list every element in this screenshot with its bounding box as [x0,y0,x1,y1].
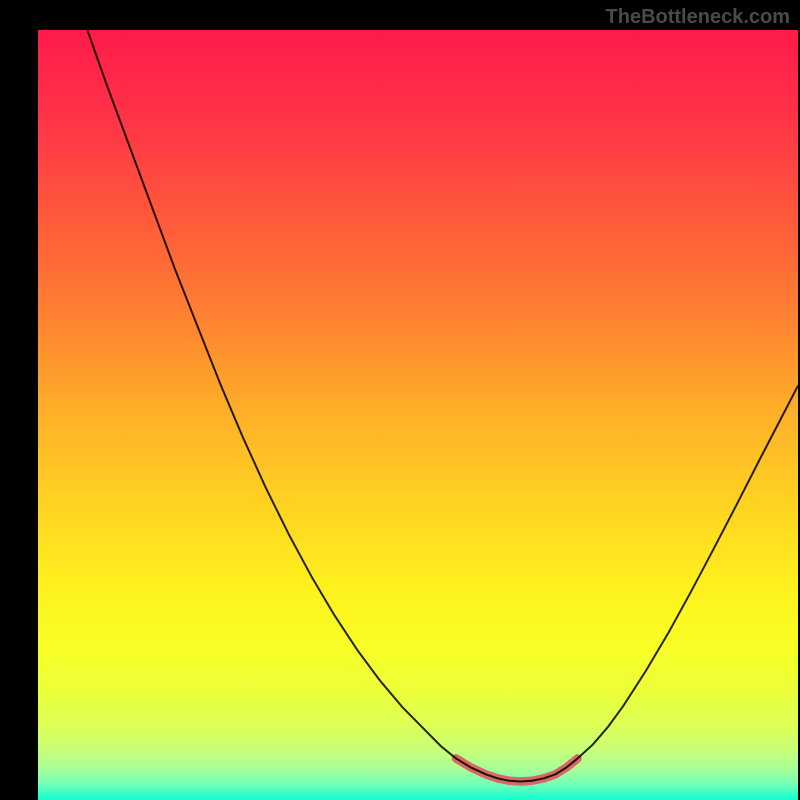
watermark-text: TheBottleneck.com [606,6,790,29]
gradient-background [38,30,798,800]
bottleneck-curve-chart [38,30,798,800]
plot-area [38,30,798,800]
chart-container: TheBottleneck.com [0,0,800,800]
